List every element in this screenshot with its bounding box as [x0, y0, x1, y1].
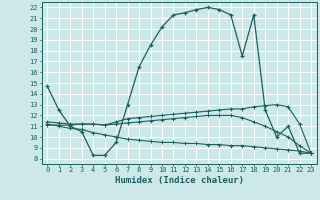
X-axis label: Humidex (Indice chaleur): Humidex (Indice chaleur): [115, 176, 244, 185]
